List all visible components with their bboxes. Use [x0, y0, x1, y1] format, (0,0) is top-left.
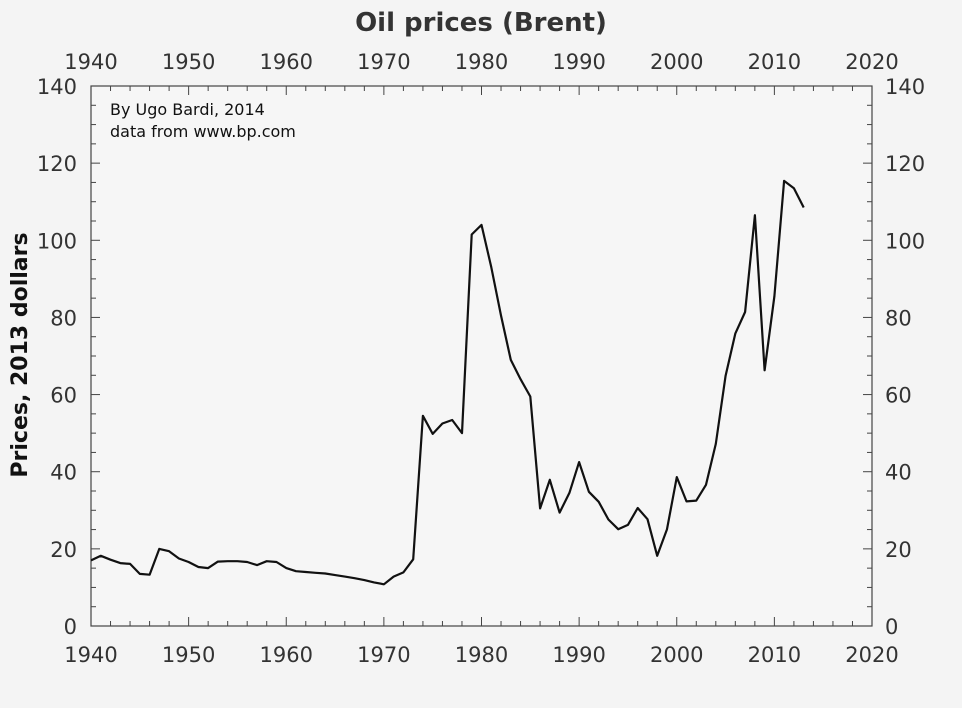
y-tick-label-left: 20 — [50, 538, 77, 562]
source-annotation: data from www.bp.com — [110, 122, 296, 141]
x-tick-label-top: 1990 — [552, 50, 605, 74]
y-tick-label-left: 0 — [64, 615, 77, 639]
y-tick-label-right: 100 — [885, 229, 925, 253]
y-tick-label-right: 80 — [885, 306, 912, 330]
x-tick-label-bottom: 1950 — [162, 643, 215, 667]
y-tick-label-right: 120 — [885, 152, 925, 176]
x-tick-label-bottom: 2010 — [748, 643, 801, 667]
x-tick-label-bottom: 1940 — [64, 643, 117, 667]
y-tick-label-right: 60 — [885, 384, 912, 408]
x-tick-label-bottom: 1980 — [455, 643, 508, 667]
x-tick-label-bottom: 2020 — [845, 643, 898, 667]
y-tick-label-right: 0 — [885, 615, 898, 639]
tick-labels: 1940 1940 1950 1950 1960 1960 1970 1970 1980 1980… — [37, 50, 925, 667]
x-tick-label-top: 1980 — [455, 50, 508, 74]
y-tick-label-right: 140 — [885, 75, 925, 99]
y-tick-label-left: 80 — [50, 306, 77, 330]
axis-ticks — [90, 85, 873, 627]
plot-frame — [90, 85, 873, 627]
y-tick-label-left: 40 — [50, 461, 77, 485]
x-tick-label-bottom: 1960 — [260, 643, 313, 667]
x-tick-label-bottom: 2000 — [650, 643, 703, 667]
x-tick-label-top: 2020 — [845, 50, 898, 74]
x-tick-label-bottom: 1970 — [357, 643, 410, 667]
chart-title: Oil prices (Brent) — [355, 8, 607, 38]
x-tick-label-top: 2000 — [650, 50, 703, 74]
x-tick-label-top: 1940 — [64, 50, 117, 74]
y-tick-label-left: 140 — [37, 75, 77, 99]
y-tick-label-right: 40 — [885, 461, 912, 485]
x-tick-label-top: 1960 — [260, 50, 313, 74]
data-series — [90, 179, 805, 586]
y-tick-label-left: 100 — [37, 229, 77, 253]
x-tick-label-top: 1970 — [357, 50, 410, 74]
x-tick-label-bottom: 1990 — [552, 643, 605, 667]
y-tick-label-right: 20 — [885, 538, 912, 562]
series-line — [90, 179, 805, 586]
plot-area — [90, 85, 873, 627]
x-tick-label-top: 2010 — [748, 50, 801, 74]
y-axis-label: Prices, 2013 dollars — [8, 232, 33, 477]
y-tick-label-left: 120 — [37, 152, 77, 176]
author-annotation: By Ugo Bardi, 2014 — [110, 100, 265, 119]
x-tick-label-top: 1950 — [162, 50, 215, 74]
y-tick-label-left: 60 — [50, 384, 77, 408]
